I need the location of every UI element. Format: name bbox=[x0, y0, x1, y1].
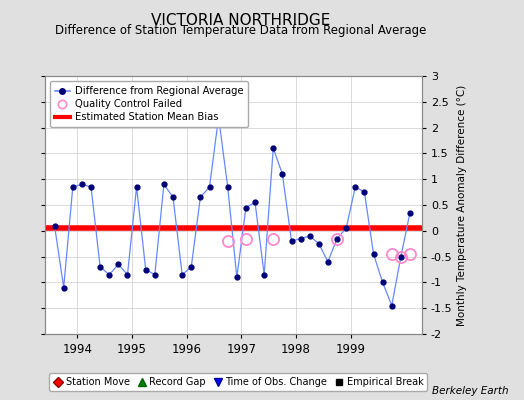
Text: Difference of Station Temperature Data from Regional Average: Difference of Station Temperature Data f… bbox=[56, 24, 427, 37]
Legend: Difference from Regional Average, Quality Control Failed, Estimated Station Mean: Difference from Regional Average, Qualit… bbox=[50, 81, 248, 127]
Y-axis label: Monthly Temperature Anomaly Difference (°C): Monthly Temperature Anomaly Difference (… bbox=[456, 84, 467, 326]
Legend: Station Move, Record Gap, Time of Obs. Change, Empirical Break: Station Move, Record Gap, Time of Obs. C… bbox=[49, 373, 428, 391]
Text: VICTORIA NORTHRIDGE: VICTORIA NORTHRIDGE bbox=[151, 13, 331, 28]
Text: Berkeley Earth: Berkeley Earth bbox=[432, 386, 508, 396]
